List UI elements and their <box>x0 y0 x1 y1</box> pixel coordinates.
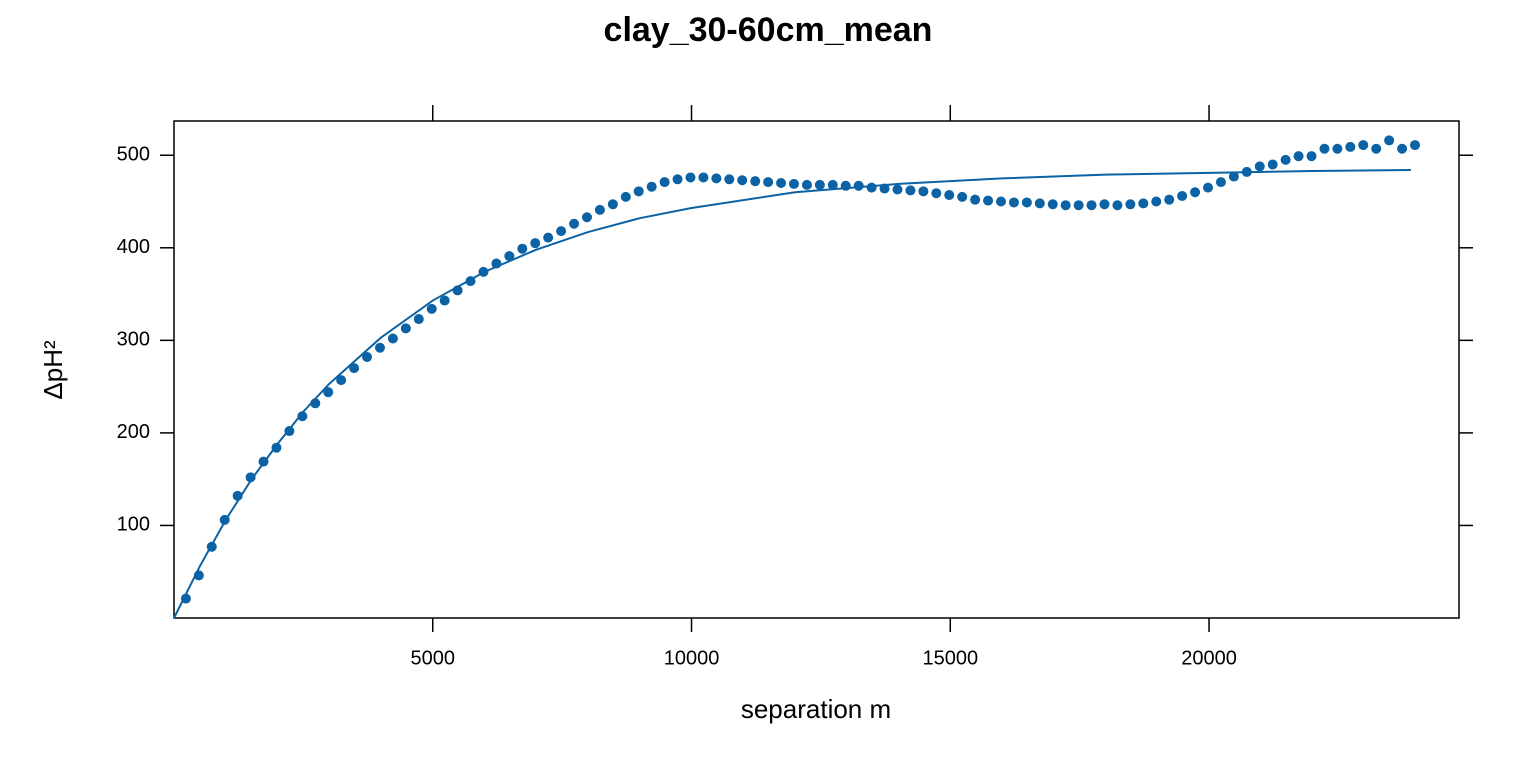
point <box>1047 199 1058 210</box>
point <box>737 175 748 186</box>
point <box>724 174 735 185</box>
point <box>581 212 592 223</box>
point <box>905 185 916 196</box>
point <box>517 243 528 254</box>
point <box>569 218 580 229</box>
point <box>866 182 877 193</box>
point <box>646 181 657 192</box>
point <box>504 251 515 262</box>
point <box>245 472 256 483</box>
x-tick-label: 5000 <box>411 647 456 669</box>
point <box>543 232 554 243</box>
point <box>1138 198 1149 209</box>
x-tick-label: 20000 <box>1181 647 1237 669</box>
point <box>1125 199 1136 210</box>
point <box>1021 197 1032 208</box>
x-axis-label: separation m <box>741 694 891 724</box>
point <box>983 195 994 206</box>
point <box>374 342 385 353</box>
point <box>620 191 631 202</box>
chart-title: clay_30-60cm_mean <box>604 11 933 49</box>
point <box>1319 143 1330 154</box>
plot-frame <box>173 120 1460 619</box>
point <box>607 199 618 210</box>
point <box>1332 143 1343 154</box>
point <box>763 177 774 188</box>
point <box>1397 143 1408 154</box>
point <box>672 174 683 185</box>
point <box>336 375 347 386</box>
point <box>918 186 929 197</box>
point <box>1358 140 1369 151</box>
point <box>698 172 709 183</box>
point <box>801 179 812 190</box>
point <box>1073 200 1084 211</box>
point <box>297 411 308 422</box>
point <box>439 295 450 306</box>
point <box>750 176 761 187</box>
point <box>1086 200 1097 211</box>
point <box>1267 159 1278 170</box>
point <box>1008 197 1019 208</box>
point <box>931 188 942 199</box>
point <box>827 179 838 190</box>
point <box>1034 198 1045 209</box>
point <box>970 194 981 205</box>
point <box>349 363 360 374</box>
point <box>995 196 1006 207</box>
point <box>530 238 541 249</box>
y-tick-label: 300 <box>117 329 150 351</box>
point <box>1293 151 1304 162</box>
point <box>594 204 605 215</box>
point <box>685 172 696 183</box>
point <box>711 173 722 184</box>
point <box>788 178 799 189</box>
y-tick-label: 100 <box>117 514 150 536</box>
point <box>1060 200 1071 211</box>
point <box>776 178 787 189</box>
point <box>387 333 398 344</box>
point <box>633 186 644 197</box>
point <box>1345 141 1356 152</box>
point <box>1228 171 1239 182</box>
y-axis-label: ΔpH² <box>38 340 68 400</box>
point <box>944 190 955 201</box>
point <box>1254 161 1265 172</box>
point <box>957 191 968 202</box>
y-tick-label: 200 <box>117 421 150 443</box>
point <box>892 184 903 195</box>
point <box>1190 187 1201 198</box>
point <box>1410 140 1421 151</box>
fit-line <box>173 169 1411 619</box>
point <box>1164 194 1175 205</box>
point <box>323 387 334 398</box>
point <box>1112 200 1123 211</box>
point <box>1280 154 1291 165</box>
point <box>1099 199 1110 210</box>
x-tick-label: 15000 <box>922 647 978 669</box>
point <box>1151 196 1162 207</box>
point <box>814 179 825 190</box>
x-tick-label: 10000 <box>664 647 720 669</box>
point <box>400 323 411 334</box>
point <box>1215 177 1226 188</box>
y-tick-label: 400 <box>117 236 150 258</box>
point <box>659 177 670 188</box>
y-tick-label: 500 <box>117 144 150 166</box>
point <box>1177 190 1188 201</box>
point <box>413 314 424 325</box>
point <box>1384 135 1395 146</box>
point <box>1203 182 1214 193</box>
point <box>1306 151 1317 162</box>
point <box>853 180 864 191</box>
point <box>1371 143 1382 154</box>
point <box>556 226 567 237</box>
point <box>426 303 437 314</box>
point <box>362 352 373 363</box>
